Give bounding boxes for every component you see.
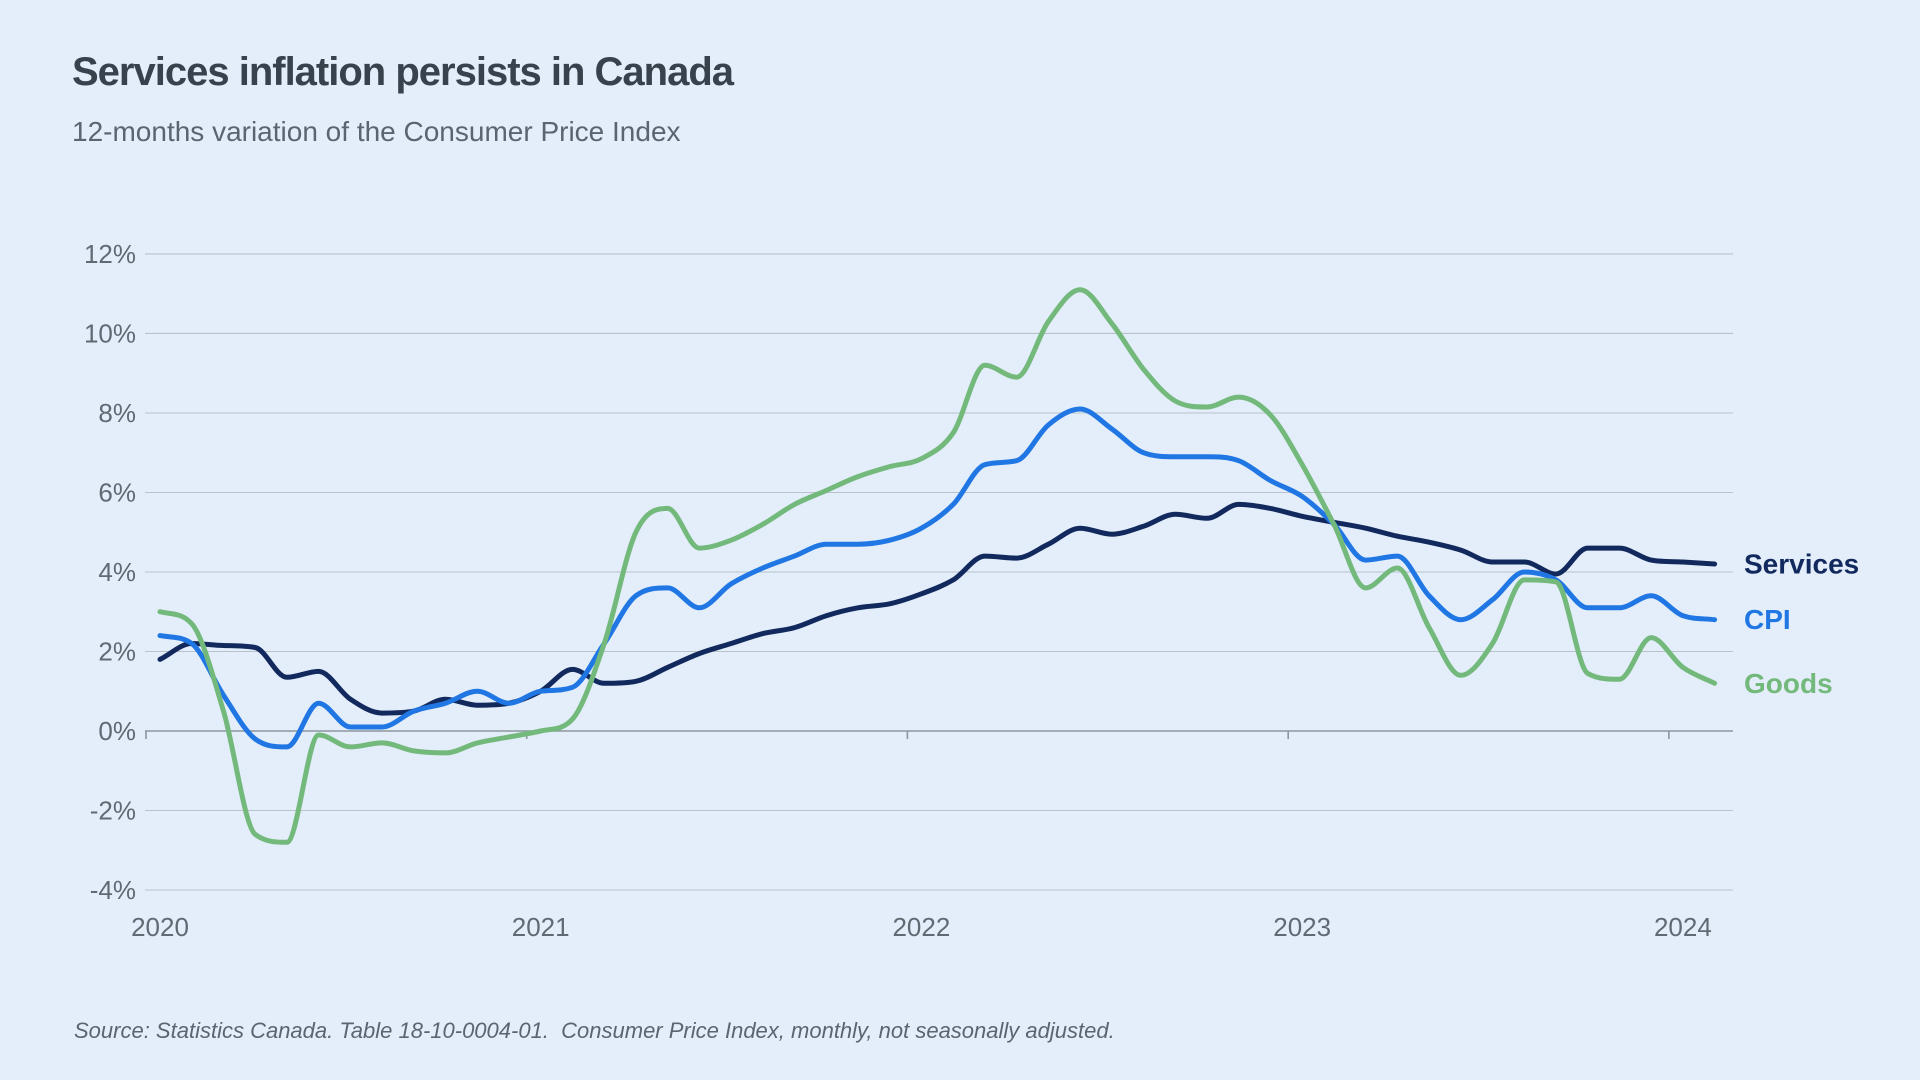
legend-label-services: Services: [1744, 549, 1859, 580]
legend-label-cpi: CPI: [1744, 604, 1791, 635]
x-tick-label-2024: 2024: [1654, 912, 1712, 942]
x-tick-label-2023: 2023: [1273, 912, 1331, 942]
y-tick-label-2%: 2%: [98, 637, 136, 667]
y-tick-label--2%: -2%: [90, 796, 136, 826]
chart-subtitle: 12-months variation of the Consumer Pric…: [72, 116, 681, 147]
legend-label-goods: Goods: [1744, 668, 1833, 699]
series-line-cpi: [157, 406, 1718, 750]
series-line-goods: [157, 287, 1718, 845]
x-tick-label-2022: 2022: [892, 912, 950, 942]
y-tick-label-8%: 8%: [98, 398, 136, 428]
x-tick-label-2020: 2020: [131, 912, 189, 942]
y-tick-label-12%: 12%: [84, 239, 136, 269]
y-tick-label-6%: 6%: [98, 478, 136, 508]
y-tick-label--4%: -4%: [90, 875, 136, 905]
page-title: Services inflation persists in Canada: [72, 50, 734, 94]
source-note: Source: Statistics Canada. Table 18-10-0…: [74, 1018, 1115, 1043]
x-tick-label-2021: 2021: [512, 912, 570, 942]
y-tick-label-4%: 4%: [98, 557, 136, 587]
y-tick-label-10%: 10%: [84, 318, 136, 348]
y-tick-label-0%: 0%: [98, 716, 136, 746]
